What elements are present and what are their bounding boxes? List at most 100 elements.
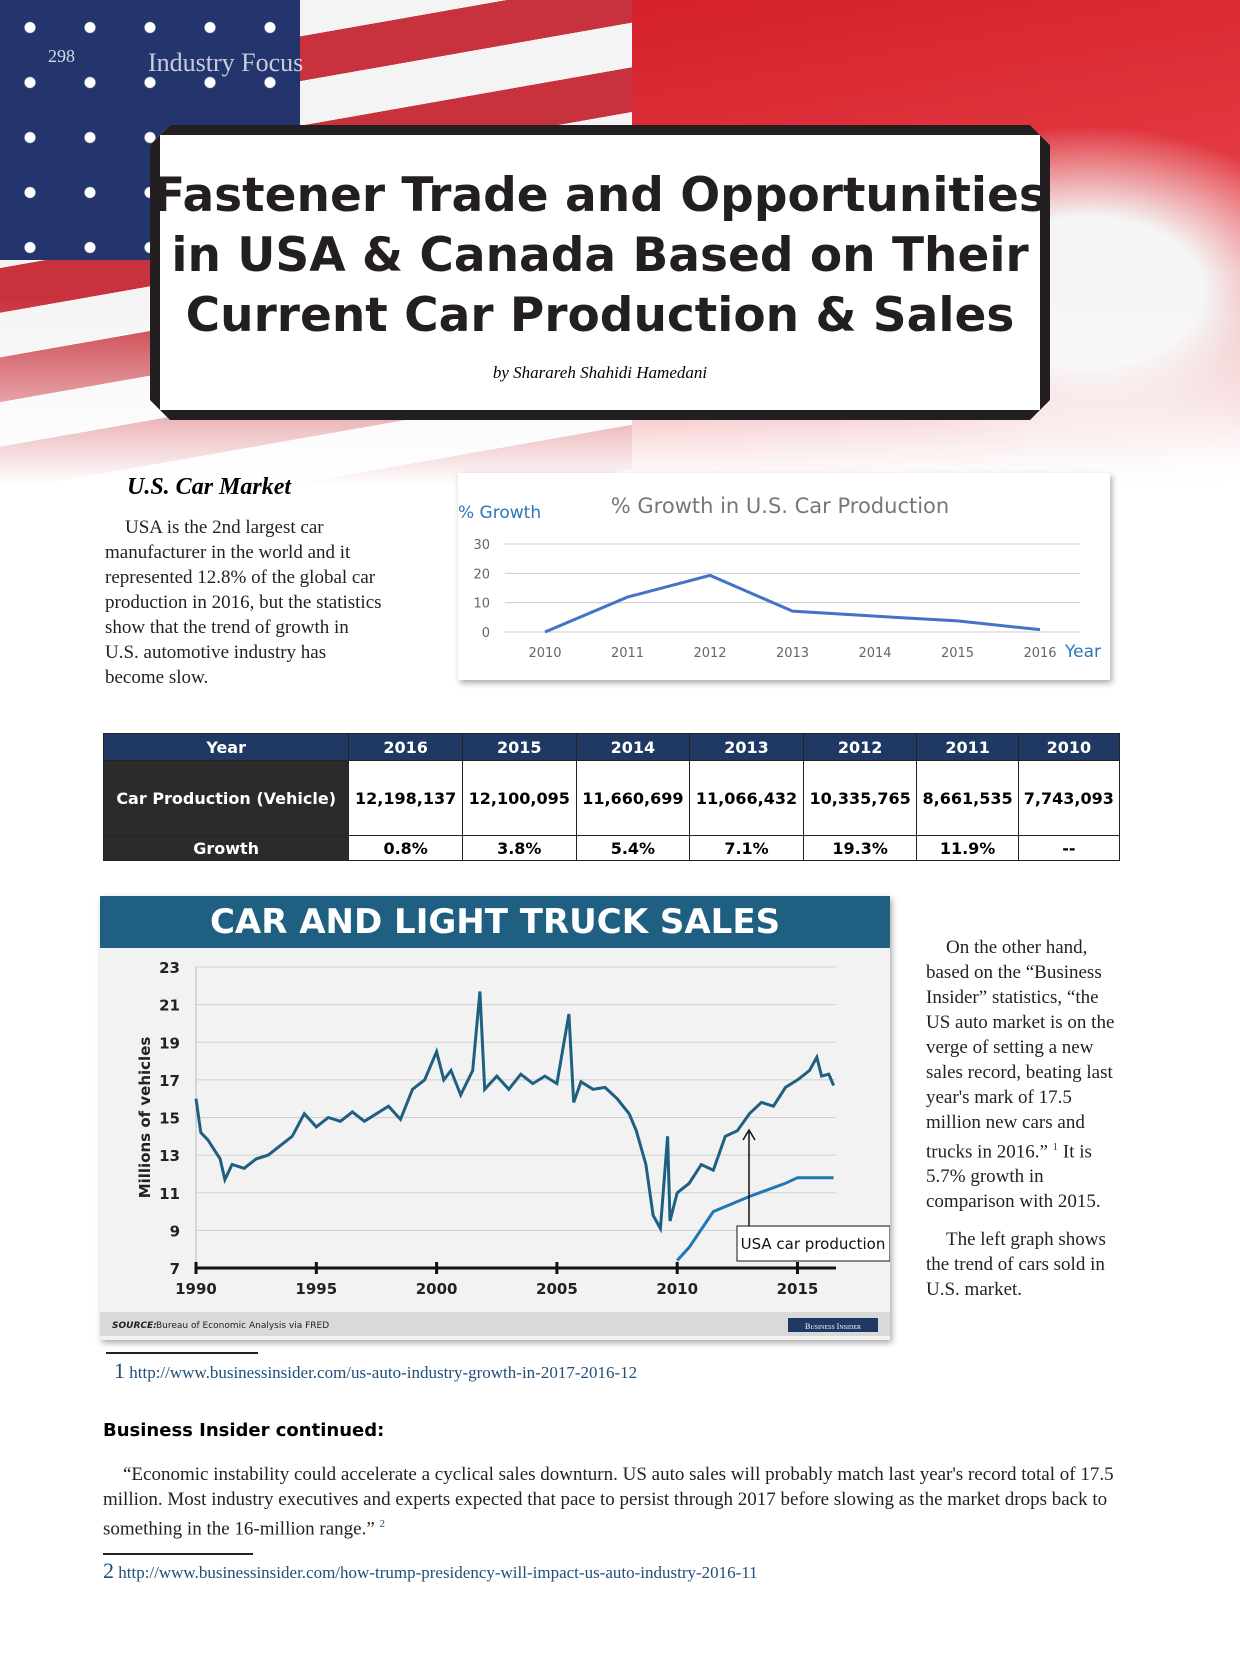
- footnote-ref: 1: [1052, 1141, 1059, 1153]
- production-table: Year 2016 2015 2014 2013 2012 2011 2010 Car Pro…: [102, 733, 1121, 861]
- line: [194, 991, 835, 1234]
- y-tick-label: 19: [159, 1034, 180, 1052]
- title-line: in USA & Canada Based on Their: [171, 228, 1029, 283]
- rule: [106, 1352, 258, 1354]
- y-axis-label: % Growth: [458, 503, 541, 523]
- table-header: Year 2016 2015 2014 2013 2012 2011 2010: [102, 733, 1121, 761]
- y-tick-label: 9: [170, 1222, 180, 1240]
- y-tick-label: 20: [473, 567, 490, 582]
- legend-label: USA car production: [741, 1235, 886, 1253]
- cell: --: [1017, 835, 1121, 861]
- paragraph: USA is the 2nd largest car manufacturer …: [105, 517, 382, 688]
- paragraph: “Economic instability could accelerate a…: [103, 1462, 1138, 1541]
- source: Bureau of Economic Analysis via FRED: [156, 1321, 329, 1331]
- rule: [103, 1553, 253, 1555]
- y-axis-label: Millions of vehicles: [136, 1037, 154, 1199]
- x-tick-label: 2011: [611, 646, 644, 661]
- text: “Economic instability could accelerate a…: [103, 1464, 1114, 1540]
- x-tick-label: 2010: [656, 1280, 698, 1298]
- y-tick-label: 30: [473, 538, 490, 553]
- footnote-number: 2: [103, 1558, 114, 1583]
- x-axis-label: Year: [1064, 642, 1101, 662]
- header-cell: 2011: [916, 733, 1019, 761]
- header-cell: 2013: [689, 733, 804, 761]
- footnote-ref: 2: [379, 1518, 386, 1530]
- y-tick-label: 11: [159, 1185, 180, 1203]
- sales-chart: CAR AND LIGHT TRUCK SALES 7 9 11 13 15 17 19 21 2…: [100, 896, 890, 1340]
- brand-box: [788, 1318, 878, 1332]
- cell: 19.3%: [802, 835, 918, 861]
- cell: 11.9%: [916, 835, 1019, 861]
- footnote: 2 http://www.businessinsider.com/how-tru…: [103, 1558, 758, 1584]
- y-tick-label: 7: [170, 1260, 180, 1278]
- line: [544, 573, 1041, 634]
- page-number: 298: [48, 46, 75, 66]
- x-tick-label: 2013: [776, 646, 809, 661]
- title-bar: [100, 896, 890, 948]
- x-tick-label: 2005: [536, 1280, 578, 1298]
- header-cell: 2015: [461, 733, 577, 761]
- cell: 12,198,137: [348, 760, 463, 836]
- title-line: Fastener Trade and Opportunities: [153, 168, 1047, 223]
- chart-bg: [458, 473, 1110, 680]
- chart-title: % Growth in U.S. Car Production: [611, 494, 949, 518]
- heading: Business Insider continued:: [103, 1420, 385, 1441]
- title-box: [150, 125, 1050, 420]
- header-cell: Year: [102, 733, 350, 761]
- text: On the other hand, based on the “Busines…: [926, 937, 1115, 1163]
- x-tick-label: 2012: [693, 646, 726, 661]
- header-cell: 2016: [348, 733, 463, 761]
- y-tick-label: 15: [159, 1110, 180, 1128]
- byline: by Sharareh Shahidi Hamedani: [492, 363, 708, 382]
- x-tick-label: 2014: [858, 646, 891, 661]
- y-tick-label: 21: [159, 997, 180, 1015]
- cell: 7.1%: [689, 835, 804, 861]
- cell: Growth: [102, 835, 350, 861]
- x-tick-label: 2010: [528, 646, 561, 661]
- text: It is 5.7% growth in comparison with 201…: [926, 1141, 1101, 1213]
- table-row: Car Production (Vehicle) 12,198,137 12,100…: [102, 760, 1121, 836]
- cell: 8,661,535: [916, 760, 1019, 836]
- paragraph: The left graph shows the trend of cars s…: [926, 1229, 1106, 1300]
- arrow-head: [742, 1128, 756, 1141]
- growth-chart: % Growth in U.S. Car Production % Growth Y…: [458, 473, 1110, 680]
- cell: 11,660,699: [575, 760, 691, 836]
- section-heading: U.S. Car Market: [127, 474, 292, 500]
- chart-title: CAR AND LIGHT TRUCK SALES: [210, 902, 780, 942]
- cell: 11,066,432: [689, 760, 804, 836]
- cell: 0.8%: [348, 835, 463, 861]
- cell: 12,100,095: [461, 760, 577, 836]
- header-cell: 2014: [575, 733, 691, 761]
- y-tick-label: 17: [159, 1072, 180, 1090]
- cell: Car Production (Vehicle): [102, 760, 350, 836]
- source-label: SOURCE:: [112, 1321, 157, 1331]
- x-tick-label: 2015: [777, 1280, 819, 1298]
- cell: 3.8%: [461, 835, 577, 861]
- table-row: Growth 0.8% 3.8% 5.4% 7.1% 19.3% 11.9% --: [102, 835, 1121, 861]
- header-cell: 2012: [802, 733, 918, 761]
- title-line: Current Car Production & Sales: [185, 288, 1015, 343]
- section-name: Industry Focus: [148, 48, 304, 77]
- x-tick-label: 2016: [1023, 646, 1056, 661]
- y-tick-label: 0: [482, 626, 490, 641]
- annotation-box: [736, 1225, 890, 1262]
- footnote-url: http://www.businessinsider.com/how-trump…: [118, 1563, 758, 1582]
- y-tick-label: 23: [159, 959, 180, 977]
- cell: 5.4%: [575, 835, 691, 861]
- footnote-number: 1: [114, 1358, 125, 1383]
- cell: 7,743,093: [1017, 760, 1121, 836]
- source-bar: [100, 1312, 890, 1336]
- x-tick-label: 1995: [295, 1280, 337, 1298]
- y-tick-label: 10: [473, 597, 490, 612]
- paragraph: On the other hand, based on the “Busines…: [926, 935, 1126, 1214]
- footnote: 1 http://www.businessinsider.com/us-auto…: [114, 1358, 637, 1384]
- footnote-url: http://www.businessinsider.com/us-auto-i…: [129, 1363, 638, 1382]
- cell: 10,335,765: [802, 760, 918, 836]
- x-tick-label: 1990: [175, 1280, 217, 1298]
- y-tick-label: 13: [159, 1147, 180, 1165]
- brand: Business Insider: [805, 1322, 861, 1331]
- header-cell: 2010: [1017, 733, 1121, 761]
- x-tick-label: 2015: [941, 646, 974, 661]
- x-tick-label: 2000: [416, 1280, 458, 1298]
